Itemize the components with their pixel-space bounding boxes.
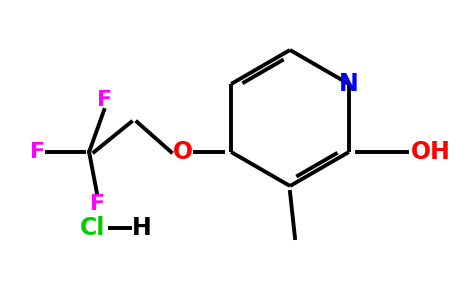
Text: N: N [339, 72, 359, 96]
Text: O: O [173, 140, 193, 164]
Text: F: F [89, 194, 105, 214]
Text: F: F [97, 90, 112, 110]
Text: Cl: Cl [80, 216, 105, 240]
Text: OH: OH [411, 140, 451, 164]
Text: H: H [132, 216, 152, 240]
Text: F: F [30, 142, 45, 162]
